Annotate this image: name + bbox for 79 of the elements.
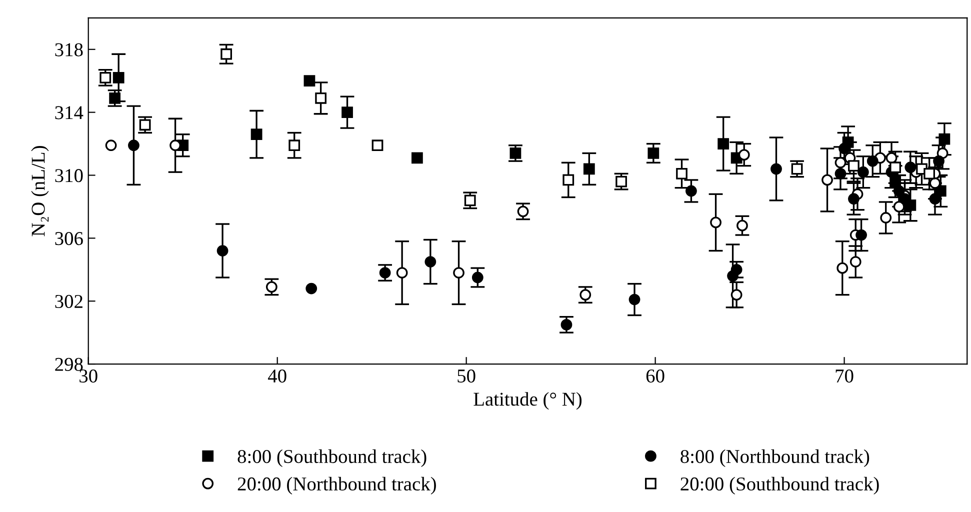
point	[306, 282, 318, 294]
point	[933, 155, 944, 167]
point	[686, 185, 697, 197]
point	[924, 168, 936, 180]
x-tick-label: 60	[646, 369, 664, 383]
point	[850, 256, 862, 268]
point	[648, 148, 660, 159]
point	[890, 162, 901, 174]
point	[580, 289, 592, 301]
point	[866, 155, 878, 167]
point	[288, 140, 300, 152]
point	[517, 206, 529, 218]
point	[886, 152, 898, 164]
point	[616, 176, 627, 188]
point	[170, 140, 181, 152]
legend-label: 20:00 (Northbound track)	[238, 476, 436, 494]
point	[411, 152, 423, 164]
legend-label: 8:00 (Southbound track)	[238, 449, 426, 468]
x-tick-label: 50	[458, 369, 476, 383]
point	[379, 267, 391, 278]
point	[396, 267, 408, 278]
point	[730, 264, 742, 276]
point	[736, 220, 748, 232]
point	[628, 294, 640, 306]
point	[453, 267, 464, 278]
y-axis-title: N₂O (nL/L)	[31, 146, 49, 236]
point	[464, 194, 476, 206]
x-tick-label: 40	[268, 369, 286, 383]
point	[893, 201, 905, 212]
point	[929, 193, 941, 205]
point	[856, 229, 867, 241]
point	[424, 256, 436, 268]
point	[372, 140, 384, 152]
point	[100, 72, 112, 84]
point	[220, 48, 232, 60]
y-tick-label: 298	[55, 358, 83, 371]
x-tick-label: 30	[80, 369, 98, 383]
y-tick-label: 310	[55, 169, 83, 182]
point	[342, 106, 353, 118]
point	[738, 149, 750, 160]
point	[250, 128, 262, 140]
point	[562, 174, 574, 186]
point	[730, 289, 742, 301]
point	[216, 245, 228, 256]
point	[315, 92, 326, 104]
point	[128, 140, 140, 152]
point	[560, 319, 572, 330]
point	[109, 92, 121, 104]
point	[791, 163, 803, 175]
point	[510, 148, 522, 159]
legend-label: 8:00 (Northbound track)	[680, 449, 870, 468]
x-tick-label: 70	[836, 369, 854, 383]
point	[899, 193, 910, 205]
point	[718, 138, 730, 150]
y-tick-label: 302	[55, 294, 82, 308]
point	[836, 262, 848, 274]
point	[822, 174, 833, 186]
point	[304, 75, 316, 87]
point	[139, 119, 151, 131]
point	[838, 142, 850, 154]
y-tick-label: 318	[55, 43, 83, 56]
point	[266, 281, 278, 293]
point	[676, 168, 688, 180]
x-axis-title: Latitude (° N)	[474, 392, 582, 410]
point	[583, 163, 595, 175]
point	[938, 133, 950, 145]
y-tick-label: 306	[55, 232, 83, 246]
point	[904, 162, 916, 174]
point	[710, 216, 722, 228]
point	[848, 193, 860, 205]
point	[112, 72, 124, 84]
legend-label: 20:00 (Southbound track)	[680, 476, 879, 494]
point	[105, 140, 117, 152]
y-tick-label: 314	[55, 106, 84, 120]
point	[770, 163, 782, 175]
point	[880, 212, 892, 224]
point	[857, 166, 869, 178]
point	[472, 272, 484, 284]
point	[848, 160, 860, 172]
